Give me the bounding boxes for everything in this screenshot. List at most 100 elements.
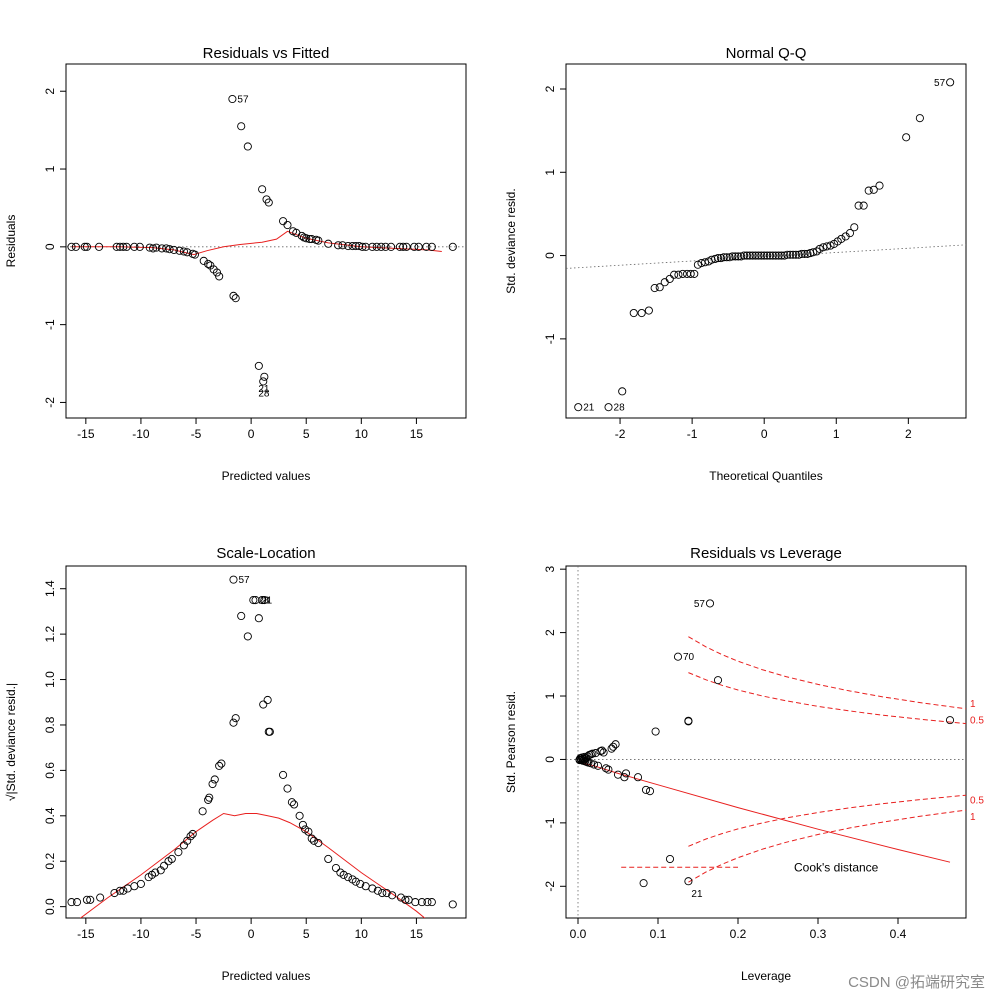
y-tick-label: 0.2 xyxy=(43,853,57,870)
data-point xyxy=(589,760,599,769)
data-point xyxy=(361,242,370,251)
y-tick-label: 1.4 xyxy=(43,580,57,597)
data-point xyxy=(845,229,855,238)
y-axis-label: √|Std. deviance resid.| xyxy=(4,683,18,801)
data-point xyxy=(260,596,269,605)
x-tick-label: 15 xyxy=(410,927,424,941)
data-point xyxy=(324,854,333,864)
data-point xyxy=(188,829,197,839)
data-point xyxy=(205,793,214,802)
data-point xyxy=(251,596,260,605)
data-point xyxy=(864,186,873,195)
x-axis-label: Leverage xyxy=(741,969,791,983)
data-point xyxy=(859,201,868,210)
x-tick-label: 0.4 xyxy=(890,927,907,941)
data-point xyxy=(378,888,387,898)
point-id-label: 57 xyxy=(694,599,706,610)
y-tick-label: 0.0 xyxy=(43,898,57,915)
data-point xyxy=(175,246,184,255)
data-point xyxy=(82,242,91,251)
loess-smoother-line xyxy=(71,230,442,256)
x-axis-label: Predicted values xyxy=(222,469,311,483)
panel-title: Scale-Location xyxy=(216,545,315,562)
data-point xyxy=(82,895,91,904)
data-point xyxy=(637,308,646,318)
cooks-level-label: 1 xyxy=(970,699,976,710)
data-point xyxy=(314,236,323,245)
data-point xyxy=(119,242,128,251)
data-point xyxy=(169,245,179,254)
y-tick-label: 0.6 xyxy=(43,762,57,779)
data-point xyxy=(243,632,252,641)
data-point xyxy=(351,877,360,886)
data-point xyxy=(183,248,192,257)
data-point xyxy=(684,877,693,886)
data-point xyxy=(678,269,687,278)
data-point xyxy=(229,291,238,300)
data-point xyxy=(593,761,603,770)
data-point xyxy=(283,784,292,793)
data-point xyxy=(651,727,660,736)
data-point xyxy=(655,283,664,292)
data-point xyxy=(427,898,436,907)
x-tick-label: 15 xyxy=(410,427,424,441)
data-point xyxy=(757,251,766,260)
x-tick-label: -15 xyxy=(77,927,95,941)
data-point xyxy=(854,201,863,210)
data-point xyxy=(788,250,798,259)
data-point xyxy=(387,242,396,251)
y-tick-label: 1 xyxy=(543,169,557,176)
data-point xyxy=(797,249,806,258)
loess-smoother-line xyxy=(577,761,951,863)
data-point xyxy=(739,251,749,260)
point-id-label: 28 xyxy=(614,403,626,414)
data-point xyxy=(686,269,695,278)
data-point xyxy=(344,242,353,251)
y-tick-label: 2 xyxy=(543,85,557,92)
data-point xyxy=(295,811,304,820)
x-tick-label: -10 xyxy=(132,427,150,441)
data-point xyxy=(731,252,740,261)
y-tick-label: -1 xyxy=(43,319,57,330)
data-point xyxy=(331,863,341,873)
cooks-level-label: 0.5 xyxy=(970,795,984,806)
data-point xyxy=(639,879,648,888)
data-point xyxy=(165,245,174,254)
data-point xyxy=(258,596,267,605)
data-point xyxy=(427,242,436,251)
data-point xyxy=(644,306,653,315)
x-tick-label: 5 xyxy=(303,927,310,941)
data-point xyxy=(229,718,238,727)
data-point xyxy=(264,198,273,207)
data-point xyxy=(422,242,431,251)
data-point xyxy=(115,242,125,251)
y-tick-label: 3 xyxy=(543,566,557,573)
x-tick-label: 10 xyxy=(355,427,369,441)
point-id-label: 21 xyxy=(583,403,595,414)
watermark-text: CSDN @拓端研究室 xyxy=(848,974,985,991)
x-tick-label: 0.1 xyxy=(650,927,667,941)
data-point xyxy=(338,241,347,250)
x-tick-label: 0 xyxy=(248,927,255,941)
y-tick-label: -2 xyxy=(43,397,57,408)
data-point xyxy=(186,832,195,841)
data-point xyxy=(578,756,587,765)
data-point xyxy=(110,888,119,898)
data-point xyxy=(875,181,884,190)
data-point xyxy=(665,274,674,283)
data-point xyxy=(742,251,751,260)
data-point xyxy=(149,244,158,253)
point-id-label: 28 xyxy=(258,389,270,400)
data-point xyxy=(604,403,613,412)
data-point xyxy=(381,242,390,251)
data-point xyxy=(95,242,104,251)
data-point xyxy=(283,221,292,230)
x-axis-label: Theoretical Quantiles xyxy=(709,469,822,483)
data-point xyxy=(162,244,171,253)
data-point xyxy=(231,294,240,303)
data-point xyxy=(719,253,728,262)
y-tick-label: -1 xyxy=(543,817,557,828)
x-tick-label: -1 xyxy=(687,427,698,441)
data-point xyxy=(130,242,139,251)
